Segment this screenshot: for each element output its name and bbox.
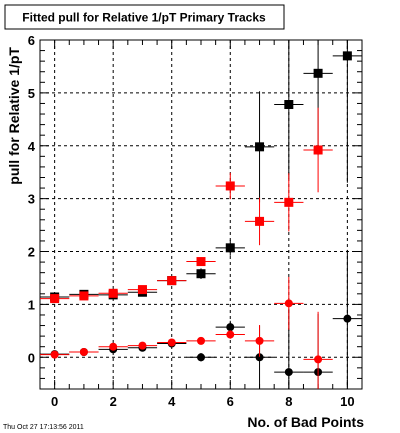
data-point bbox=[284, 299, 293, 308]
data-point bbox=[255, 336, 264, 345]
data-point bbox=[284, 100, 294, 110]
data-point bbox=[137, 285, 147, 295]
y-tick-label: 3 bbox=[28, 192, 35, 207]
data-point bbox=[50, 294, 60, 304]
data-point bbox=[255, 216, 265, 226]
data-point bbox=[196, 269, 206, 279]
y-axis-title: pull for Relative 1/pT bbox=[6, 47, 22, 185]
y-tick-label: 4 bbox=[28, 139, 36, 154]
x-tick-label: 2 bbox=[110, 394, 117, 409]
data-point bbox=[313, 145, 323, 155]
data-point bbox=[197, 336, 205, 345]
data-point bbox=[50, 350, 59, 359]
data-point bbox=[343, 314, 352, 323]
data-point bbox=[284, 368, 293, 377]
y-tick-label: 6 bbox=[28, 33, 35, 48]
footer-timestamp: Thu Oct 27 17:13:56 2011 bbox=[3, 424, 84, 431]
x-axis-title: No. of Bad Points bbox=[247, 414, 364, 430]
x-tick-label: 10 bbox=[340, 394, 354, 409]
data-point bbox=[225, 181, 235, 191]
data-point bbox=[79, 347, 88, 356]
data-point bbox=[196, 257, 206, 267]
data-point bbox=[167, 338, 176, 347]
plot-frame bbox=[39, 39, 363, 390]
y-tick-label: 2 bbox=[28, 245, 35, 260]
data-point bbox=[138, 341, 147, 350]
data-point bbox=[284, 197, 294, 207]
data-point bbox=[167, 276, 177, 286]
data-point bbox=[225, 243, 235, 253]
x-tick-label: 6 bbox=[227, 394, 234, 409]
data-point bbox=[255, 353, 264, 362]
y-tick-label: 5 bbox=[28, 86, 35, 101]
tick-labels: 0 2 4 6 8 10 0 1 2 3 4 5 6 bbox=[28, 33, 355, 409]
chart-title: Fitted pull for Relative 1/pT Primary Tr… bbox=[22, 11, 266, 25]
data-point bbox=[255, 142, 265, 152]
data-point bbox=[226, 323, 235, 332]
data-point bbox=[79, 291, 89, 301]
y-tick-label: 1 bbox=[28, 297, 35, 312]
axis-ticks bbox=[39, 39, 363, 390]
x-tick-label: 8 bbox=[285, 394, 292, 409]
data-point bbox=[314, 355, 323, 364]
data-point bbox=[197, 353, 205, 362]
x-tick-label: 0 bbox=[51, 394, 58, 409]
y-tick-label: 0 bbox=[28, 350, 35, 365]
data-point bbox=[313, 68, 323, 78]
data-point bbox=[109, 342, 118, 351]
data-point bbox=[226, 330, 235, 339]
data-points bbox=[40, 40, 362, 389]
data-series bbox=[40, 107, 333, 304]
title-box bbox=[4, 4, 285, 30]
data-point bbox=[108, 288, 118, 298]
data-series bbox=[40, 276, 333, 389]
data-point bbox=[342, 51, 352, 61]
x-tick-label: 4 bbox=[168, 394, 176, 409]
